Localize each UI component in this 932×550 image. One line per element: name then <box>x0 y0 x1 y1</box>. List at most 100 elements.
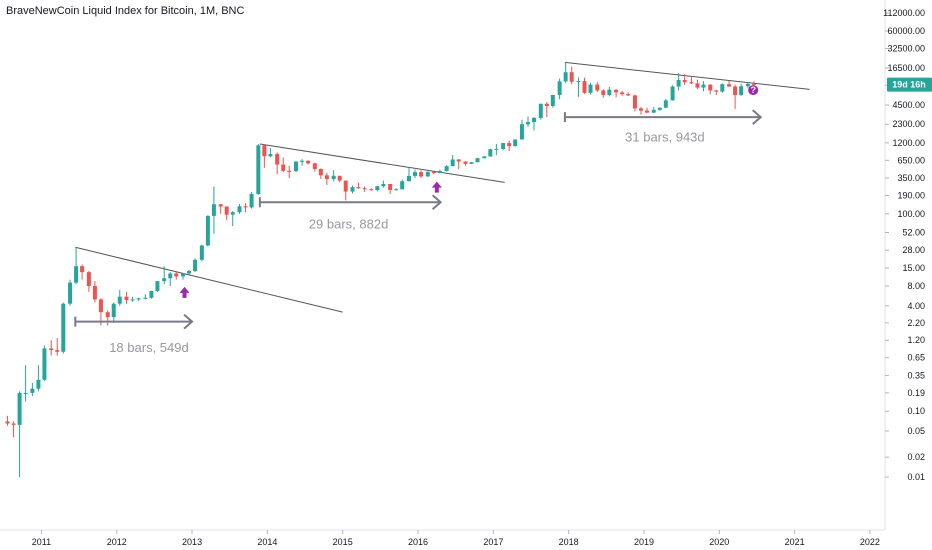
x-tick-label: 2017 <box>483 537 503 547</box>
y-tick-label: 28.00 <box>902 245 925 255</box>
candle-up <box>143 297 148 299</box>
candle-down <box>174 273 179 277</box>
y-tick-label: 190.00 <box>897 190 925 200</box>
candle-up <box>488 149 493 157</box>
y-tick-label: 2.20 <box>907 318 925 328</box>
candle-down <box>262 145 267 157</box>
candle-down <box>632 95 637 109</box>
candle-up <box>576 81 581 83</box>
candle-down <box>727 84 732 87</box>
candle-up <box>482 156 487 159</box>
candle-down <box>362 188 367 190</box>
candle-down <box>92 285 97 300</box>
candle-up <box>74 266 79 283</box>
candle-up <box>394 189 399 191</box>
candle-up <box>400 181 405 190</box>
candle-up <box>444 166 449 171</box>
measure-arrowhead <box>431 194 443 210</box>
candle-up <box>187 271 192 274</box>
candle-down <box>644 110 649 113</box>
candle-down <box>98 299 103 313</box>
candle-up <box>130 299 135 301</box>
candle-down <box>595 84 600 91</box>
candle-up <box>557 81 562 95</box>
candle-up <box>437 170 442 174</box>
candle-down <box>275 154 280 165</box>
y-tick-label: 0.05 <box>907 426 925 436</box>
candle-up <box>475 158 480 163</box>
candle-up <box>181 273 186 277</box>
candle-up <box>193 259 198 272</box>
candle-up <box>469 162 474 164</box>
candle-down <box>544 103 549 107</box>
candle-up <box>168 273 173 279</box>
candle-down <box>343 180 348 192</box>
candle-down <box>708 84 713 91</box>
x-tick-label: 2016 <box>408 537 428 547</box>
candle-down <box>55 350 60 352</box>
candle-down <box>324 175 329 180</box>
x-tick-label: 2020 <box>709 537 729 547</box>
candle-down <box>369 189 374 191</box>
candle-down <box>388 183 393 191</box>
price-badge <box>887 77 932 92</box>
candle-up <box>413 172 418 176</box>
candle-up <box>381 183 386 187</box>
candle-down <box>419 172 424 177</box>
candle-up <box>607 89 612 95</box>
question-marker <box>748 85 759 96</box>
candle-down <box>714 90 719 92</box>
candle-up <box>256 145 261 195</box>
candle-down <box>218 204 223 207</box>
y-tick-label: 0.01 <box>907 472 925 482</box>
candle-down <box>86 272 91 286</box>
candle-up <box>720 84 725 92</box>
y-tick-label: 0.35 <box>907 370 925 380</box>
candle-up <box>111 303 116 318</box>
candle-up <box>532 117 537 123</box>
candle-down <box>124 296 129 300</box>
candle-down <box>11 423 16 425</box>
y-tick-label: 1.20 <box>907 335 925 345</box>
candle-down <box>620 92 625 95</box>
y-tick-label: 350.00 <box>897 173 925 183</box>
candle-down <box>356 187 361 189</box>
candle-down <box>337 175 342 181</box>
candle-up <box>739 86 744 95</box>
candle-down <box>243 206 248 208</box>
x-tick-label: 2018 <box>559 537 579 547</box>
x-tick-label: 2011 <box>32 537 51 547</box>
candle-up <box>406 175 411 182</box>
trendline <box>564 61 810 90</box>
candle-up <box>450 159 455 167</box>
candle-down <box>318 168 323 176</box>
candle-up <box>205 215 210 246</box>
y-tick-label: 650.00 <box>897 155 925 165</box>
y-tick-label: 4.00 <box>907 301 925 311</box>
candle-up <box>676 80 681 87</box>
candle-up <box>651 109 656 113</box>
x-tick-label: 2012 <box>107 537 127 547</box>
candle-up <box>149 291 154 298</box>
trendline <box>75 246 343 313</box>
candle-down <box>582 81 587 93</box>
x-tick-label: 2022 <box>860 537 880 547</box>
candle-up <box>670 86 675 101</box>
candle-up <box>23 392 28 394</box>
y-tick-label: 4500.00 <box>892 100 925 110</box>
candle-up <box>300 160 305 162</box>
candle-up <box>36 379 41 389</box>
y-tick-label: 1200.00 <box>892 138 925 148</box>
chart-title: BraveNewCoin Liquid Index for Bitcoin, 1… <box>6 5 245 17</box>
y-tick-label: 32500.00 <box>887 44 925 54</box>
candle-up <box>563 72 568 82</box>
candle-down <box>224 206 229 215</box>
candle-up <box>162 278 167 282</box>
candle-down <box>306 160 311 164</box>
candle-down <box>751 83 756 85</box>
y-tick-label: 8.00 <box>907 281 925 291</box>
candle-up <box>117 296 122 304</box>
y-tick-label: 112000.00 <box>883 8 925 18</box>
